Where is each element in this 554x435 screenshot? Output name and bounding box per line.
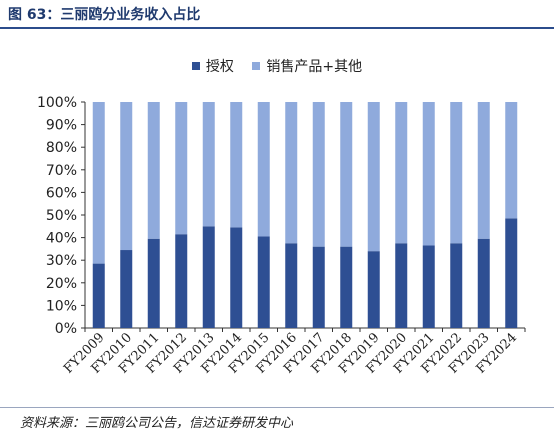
bar-segment-licensing [285,243,298,328]
bar-segment-licensing [477,238,490,328]
bar-segment-licensing [340,246,353,328]
y-tick-label: 10% [46,298,77,314]
bar-segment-products [422,102,435,246]
bar-segment-products [340,102,353,247]
bar-segment-products [120,102,133,251]
bar-segment-licensing [505,218,518,328]
bar-segment-products [395,102,408,244]
y-tick-label: 20% [46,276,77,292]
bar-segment-products [202,102,215,227]
bar-segment-licensing [395,243,408,328]
legend-label-products: 销售产品+其他 [266,59,363,75]
y-tick-label: 80% [46,140,77,156]
bar-segment-licensing [367,251,380,328]
legend-swatch-licensing [191,62,200,70]
bar-segment-licensing [147,238,160,328]
y-tick-label: 40% [46,231,77,247]
y-tick-label: 30% [46,253,77,269]
legend-swatch-products [252,62,261,70]
bar-segment-products [147,102,160,239]
bar-segment-products [312,102,325,247]
bar-segment-licensing [422,245,435,328]
legend-item-licensing: 授权 [191,56,234,76]
bar-segment-products [175,102,188,235]
y-tick-label: 100% [37,95,77,111]
bar-segment-licensing [175,234,188,328]
bar-segment-licensing [92,263,105,328]
figure-title: 图 63：三丽鸥分业务收入占比 [8,7,201,23]
y-tick-label: 50% [46,208,77,224]
bar-segment-licensing [450,243,463,328]
bar-segment-products [230,102,243,228]
stacked-bar-chart: 0%10%20%30%40%50%60%70%80%90%100%FY2009F… [37,95,526,377]
source-note: 资料来源：三丽鸥公司公告，信达证券研发中心 [20,416,294,431]
bar-segment-licensing [257,236,270,328]
y-tick-label: 70% [46,163,77,179]
footer-divider [0,407,554,408]
y-tick-label: 0% [55,321,77,337]
bar-segment-products [505,102,518,219]
bar-segment-products [477,102,490,239]
legend-label-licensing: 授权 [205,59,234,75]
y-tick-label: 60% [46,185,77,201]
bar-segment-products [257,102,270,237]
bar-segment-licensing [202,226,215,328]
chart-legend: 授权 销售产品+其他 [0,56,554,76]
bar-segment-products [450,102,463,244]
bar-segment-products [367,102,380,252]
title-divider [0,27,554,29]
bar-segment-licensing [230,227,243,328]
bar-segment-products [92,102,105,264]
bar-segment-licensing [120,250,133,328]
bar-segment-licensing [312,246,325,328]
y-tick-label: 90% [46,118,77,134]
bar-segment-products [285,102,298,244]
legend-item-products: 销售产品+其他 [252,56,362,76]
